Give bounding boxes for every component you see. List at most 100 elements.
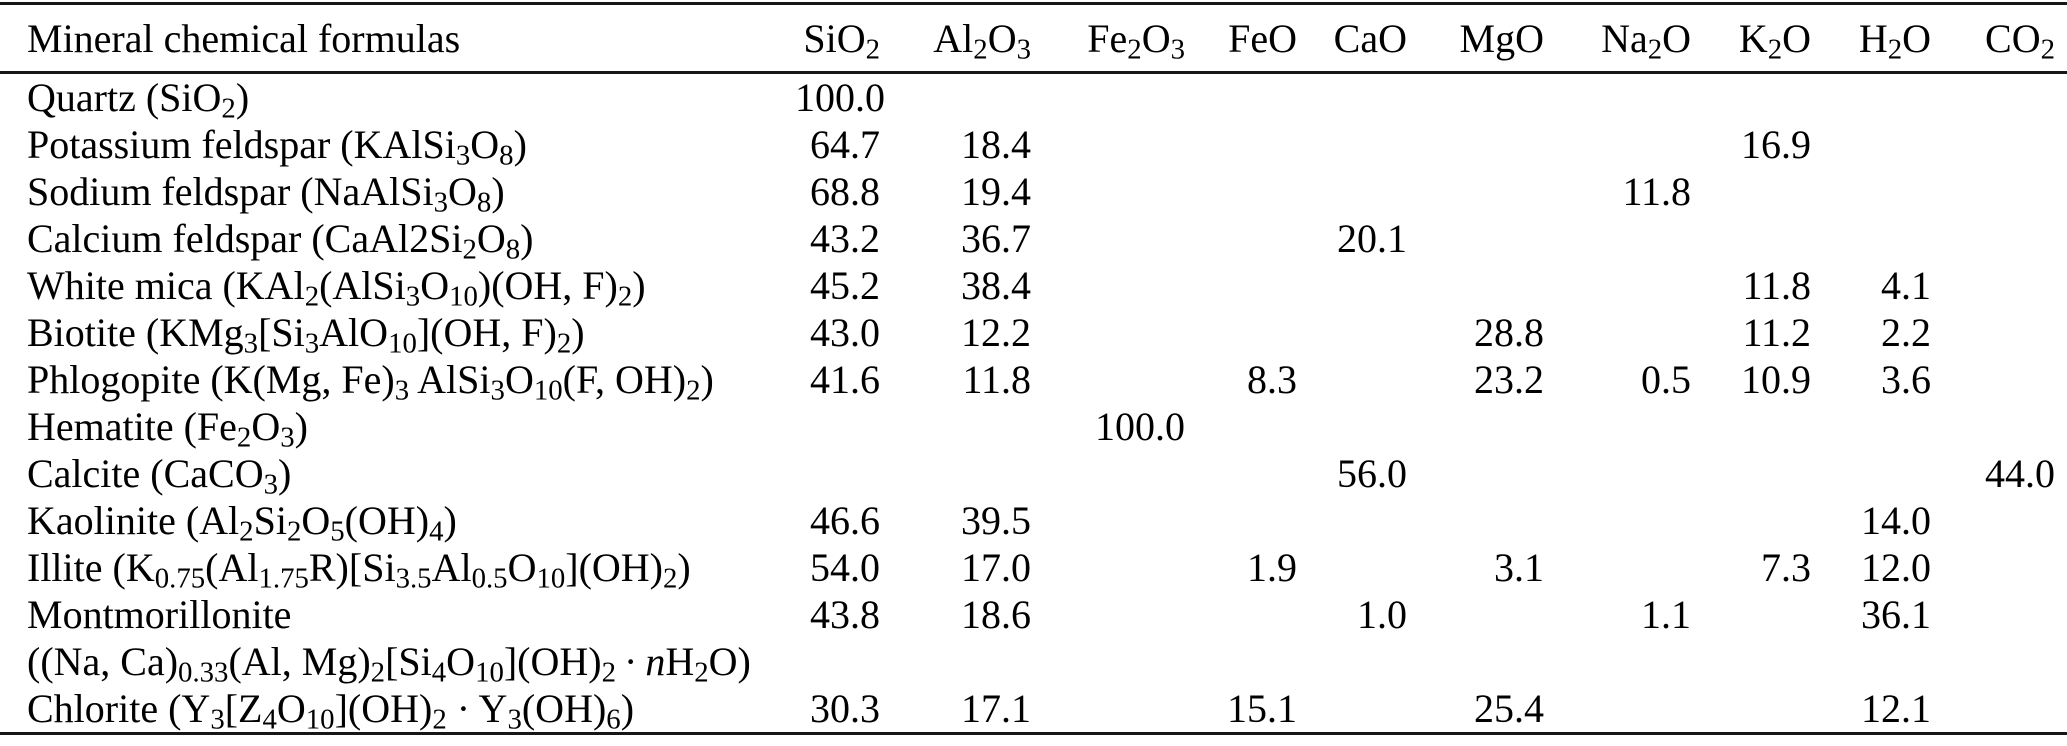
- oxide-value-cell: [1031, 121, 1185, 168]
- oxide-value-cell: [1811, 638, 1931, 685]
- oxide-value-cell: [1297, 356, 1407, 403]
- table-row: Sodium feldspar (NaAlSi3O8) 68.8 19.4 11.8: [0, 168, 2067, 219]
- oxide-value-cell: 4.1: [1881, 263, 1931, 308]
- oxide-value-cell: 28.8: [1474, 310, 1544, 355]
- header-col-al2o3: Al2O3: [933, 15, 1031, 65]
- oxide-value-cell: 41.6: [810, 357, 880, 402]
- oxide-value-cell: [1544, 309, 1691, 356]
- oxide-value-cell: [1407, 638, 1544, 685]
- oxide-value-cell: 16.9: [1741, 122, 1811, 167]
- mineral-formula-cell: White mica (KAl2(AlSi3O10)(OH, F)2): [27, 263, 646, 313]
- oxide-value-cell: [1185, 403, 1297, 450]
- table-row: Potassium feldspar (KAlSi3O8) 64.7 18.4 16.…: [0, 121, 2067, 170]
- oxide-value-cell: 68.8: [810, 169, 880, 214]
- table-row: Calcium feldspar (CaAl2Si2O8) 43.2 36.7 20.…: [0, 215, 2067, 264]
- oxide-value-cell: 38.4: [961, 263, 1031, 308]
- header-col-na2o: Na2O: [1601, 15, 1691, 65]
- oxide-value-cell: [1691, 685, 1811, 734]
- table-row: Hematite (Fe2O3) 100.0: [0, 403, 2067, 452]
- oxide-value-cell: [1544, 450, 1691, 497]
- oxide-value-cell: [1185, 121, 1297, 168]
- oxide-value-cell: [1031, 450, 1185, 497]
- header-col-mgo: MgO: [1459, 15, 1544, 61]
- oxide-value-cell: [1931, 356, 2067, 403]
- oxide-value-cell: [1297, 168, 1407, 215]
- oxide-value-cell: [1297, 121, 1407, 168]
- table-row: Phlogopite (K(Mg, Fe)3 AlSi3O10(F, OH)2)…: [0, 356, 2067, 407]
- oxide-value-cell: [1691, 497, 1811, 544]
- oxide-value-cell: [1931, 591, 2067, 638]
- table-row: Quartz (SiO2) 100.0: [0, 73, 2067, 125]
- table-row: Kaolinite (Al2Si2O5(OH)4) 46.6 39.5 14.0: [0, 497, 2067, 548]
- oxide-value-cell: [1297, 262, 1407, 309]
- oxide-value-cell: [1931, 309, 2067, 356]
- mineral-formula-cell: Sodium feldspar (NaAlSi3O8): [27, 169, 505, 219]
- oxide-value-cell: 20.1: [1337, 216, 1407, 261]
- oxide-value-cell: [1931, 262, 2067, 309]
- oxide-value-cell: 1.0: [1357, 592, 1407, 637]
- oxide-value-cell: [1185, 638, 1297, 685]
- oxide-value-cell: 64.7: [810, 122, 880, 167]
- oxide-value-cell: [1691, 73, 1811, 122]
- oxide-value-cell: [1544, 544, 1691, 591]
- oxide-value-cell: [1185, 262, 1297, 309]
- oxide-value-cell: 1.1: [1641, 592, 1691, 637]
- oxide-value-cell: [795, 403, 880, 450]
- oxide-value-cell: 8.3: [1247, 357, 1297, 402]
- oxide-value-cell: 0.5: [1641, 357, 1691, 402]
- oxide-value-cell: [1691, 168, 1811, 215]
- oxide-value-cell: [1031, 591, 1185, 638]
- oxide-value-cell: 1.9: [1247, 545, 1297, 590]
- oxide-value-cell: [1297, 309, 1407, 356]
- oxide-value-cell: 100.0: [1095, 404, 1185, 449]
- oxide-value-cell: 25.4: [1474, 686, 1544, 731]
- oxide-value-cell: 17.0: [961, 545, 1031, 590]
- oxide-value-cell: 18.4: [961, 122, 1031, 167]
- oxide-value-cell: [880, 638, 1031, 685]
- table-row: ((Na, Ca)0.33(Al, Mg)2[Si4O10](OH)2 · nH…: [0, 638, 2067, 689]
- oxide-value-cell: [1691, 403, 1811, 450]
- oxide-value-cell: [1544, 497, 1691, 544]
- oxide-value-cell: 12.1: [1861, 686, 1931, 731]
- oxide-value-cell: 43.2: [810, 216, 880, 261]
- header-mineral-formulas: Mineral chemical formulas: [27, 15, 461, 61]
- oxide-value-cell: 7.3: [1761, 545, 1811, 590]
- oxide-value-cell: [1297, 73, 1407, 122]
- mineral-formula-cell: Phlogopite (K(Mg, Fe)3 AlSi3O10(F, OH)2): [27, 357, 714, 407]
- oxide-value-cell: [795, 450, 880, 497]
- header-col-sio2: SiO2: [803, 15, 880, 65]
- oxide-value-cell: [1185, 309, 1297, 356]
- oxide-value-cell: [880, 403, 1031, 450]
- oxide-value-cell: 3.1: [1494, 545, 1544, 590]
- oxide-value-cell: [1544, 403, 1691, 450]
- oxide-value-cell: [1031, 544, 1185, 591]
- oxide-value-cell: 100.0: [795, 75, 885, 120]
- oxide-value-cell: 18.6: [961, 592, 1031, 637]
- oxide-value-cell: [1811, 450, 1931, 497]
- oxide-value-cell: [1811, 403, 1931, 450]
- oxide-value-cell: 2.2: [1881, 310, 1931, 355]
- oxide-value-cell: 23.2: [1474, 357, 1544, 402]
- oxide-value-cell: 46.6: [810, 498, 880, 543]
- oxide-value-cell: 12.0: [1861, 545, 1931, 590]
- oxide-value-cell: [795, 638, 880, 685]
- oxide-value-cell: [1931, 168, 2067, 215]
- mineral-formula-cell: ((Na, Ca)0.33(Al, Mg)2[Si4O10](OH)2 · nH…: [27, 639, 751, 689]
- oxide-value-cell: [1185, 215, 1297, 262]
- oxide-value-cell: 54.0: [810, 545, 880, 590]
- oxide-value-cell: 11.8: [1742, 263, 1811, 308]
- oxide-value-cell: 12.2: [961, 310, 1031, 355]
- oxide-value-cell: [1931, 638, 2067, 685]
- mineral-formula-cell: Quartz (SiO2): [27, 75, 250, 125]
- oxide-value-cell: [1297, 685, 1407, 734]
- oxide-value-cell: 14.0: [1861, 498, 1931, 543]
- oxide-value-cell: [1544, 262, 1691, 309]
- header-col-co2: CO2: [1985, 15, 2055, 65]
- oxide-value-cell: [1297, 497, 1407, 544]
- mineral-formula-cell: Kaolinite (Al2Si2O5(OH)4): [27, 498, 457, 548]
- mineral-formula-cell: Chlorite (Y3[Z4O10](OH)2 · Y3(OH)6): [27, 686, 635, 736]
- oxide-value-cell: [1811, 168, 1931, 215]
- oxide-value-cell: [1297, 403, 1407, 450]
- oxide-value-cell: [1297, 544, 1407, 591]
- table-body: Quartz (SiO2) 100.0 Potassium feldspar (KA…: [0, 73, 2067, 734]
